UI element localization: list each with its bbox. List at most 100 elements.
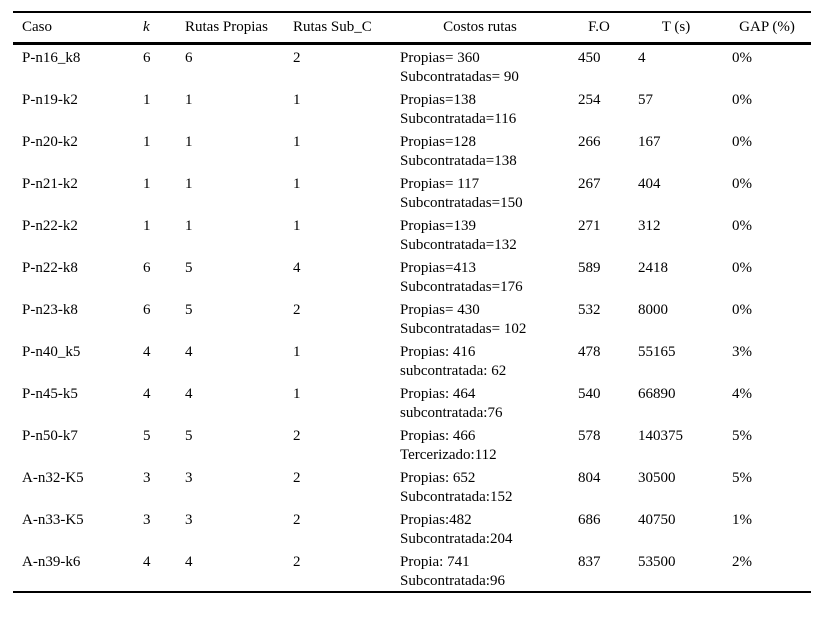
cell-rutas-sub-c: 2 (293, 302, 301, 318)
cell-rutas-propias: 6 (185, 50, 193, 66)
table-row: P-n19-k2 1 1 1 Propias=138 Subcontratada… (13, 87, 811, 129)
cell-gap: 0% (732, 260, 752, 276)
cell-costos-rutas: Propias: 652 Subcontratada:152 (391, 465, 569, 507)
cell-k: 3 (143, 470, 151, 486)
cell-k: 1 (143, 176, 151, 192)
cell-costos-rutas: Propias:482 Subcontratada:204 (391, 507, 569, 549)
costos-line-2: Subcontratadas= 90 (400, 69, 519, 85)
cell-costos-rutas: Propias=139 Subcontratada=132 (391, 213, 569, 255)
cell-gap: 4% (732, 386, 752, 402)
cell-rutas-sub-c: 1 (293, 218, 301, 234)
column-header-t-s: T (s) (629, 12, 723, 45)
cell-rutas-propias: 3 (185, 512, 193, 528)
cell-caso: P-n22-k8 (22, 260, 78, 276)
costos-line-1: Propias: 416 (400, 344, 476, 360)
table-header: Caso k Rutas Propias Rutas Sub_C Costos … (13, 12, 811, 45)
cell-rutas-sub-c: 4 (293, 260, 301, 276)
cell-fo: 578 (578, 428, 601, 444)
costos-line-1: Propias:482 (400, 512, 472, 528)
cell-costos-rutas: Propias: 466 Tercerizado:112 (391, 423, 569, 465)
cell-k: 4 (143, 386, 151, 402)
cell-fo: 271 (578, 218, 601, 234)
cell-rutas-propias: 1 (185, 134, 193, 150)
cell-gap: 0% (732, 50, 752, 66)
results-table: Caso k Rutas Propias Rutas Sub_C Costos … (13, 11, 811, 593)
costos-line-1: Propias= 117 (400, 176, 480, 192)
costos-line-1: Propias=138 (400, 92, 476, 108)
column-header-gap: GAP (%) (723, 12, 811, 45)
costos-line-1: Propias=128 (400, 134, 476, 150)
costos-line-1: Propias: 466 (400, 428, 476, 444)
cell-k: 1 (143, 134, 151, 150)
cell-costos-rutas: Propias=138 Subcontratada=116 (391, 87, 569, 129)
cell-t-s: 140375 (638, 428, 683, 444)
cell-t-s: 66890 (638, 386, 676, 402)
cell-t-s: 53500 (638, 554, 676, 570)
cell-t-s: 55165 (638, 344, 676, 360)
table-row: P-n20-k2 1 1 1 Propias=128 Subcontratada… (13, 129, 811, 171)
cell-gap: 1% (732, 512, 752, 528)
cell-k: 6 (143, 50, 151, 66)
costos-line-1: Propias=139 (400, 218, 476, 234)
cell-fo: 837 (578, 554, 601, 570)
costos-line-2: Subcontratada:152 (400, 489, 513, 505)
header-row: Caso k Rutas Propias Rutas Sub_C Costos … (13, 12, 811, 45)
cell-costos-rutas: Propias= 430 Subcontratadas= 102 (391, 297, 569, 339)
cell-fo: 450 (578, 50, 601, 66)
cell-rutas-sub-c: 2 (293, 554, 301, 570)
costos-line-1: Propias: 652 (400, 470, 476, 486)
cell-t-s: 167 (638, 134, 661, 150)
cell-t-s: 30500 (638, 470, 676, 486)
cell-rutas-sub-c: 1 (293, 176, 301, 192)
cell-caso: P-n21-k2 (22, 176, 78, 192)
cell-k: 1 (143, 92, 151, 108)
table-body: P-n16_k8 6 6 2 Propias= 360 Subcontratad… (13, 44, 811, 593)
cell-caso: P-n22-k2 (22, 218, 78, 234)
cell-rutas-propias: 5 (185, 260, 193, 276)
costos-line-2: Subcontratadas=176 (400, 279, 523, 295)
cell-costos-rutas: Propias= 360 Subcontratadas= 90 (391, 44, 569, 88)
cell-fo: 266 (578, 134, 601, 150)
cell-fo: 589 (578, 260, 601, 276)
costos-line-2: Subcontratada:204 (400, 531, 513, 547)
costos-line-1: Propias= 430 (400, 302, 480, 318)
cell-costos-rutas: Propias: 416 subcontratada: 62 (391, 339, 569, 381)
costos-line-2: Subcontratada=138 (400, 153, 517, 169)
cell-gap: 5% (732, 428, 752, 444)
table-row: P-n22-k8 6 5 4 Propias=413 Subcontratada… (13, 255, 811, 297)
costos-line-2: Subcontratadas=150 (400, 195, 523, 211)
cell-rutas-propias: 5 (185, 302, 193, 318)
cell-rutas-sub-c: 1 (293, 344, 301, 360)
cell-k: 6 (143, 302, 151, 318)
cell-fo: 267 (578, 176, 601, 192)
table-row: P-n23-k8 6 5 2 Propias= 430 Subcontratad… (13, 297, 811, 339)
cell-rutas-sub-c: 2 (293, 470, 301, 486)
cell-rutas-sub-c: 1 (293, 386, 301, 402)
cell-rutas-sub-c: 2 (293, 428, 301, 444)
costos-line-2: subcontratada: 62 (400, 363, 507, 379)
costos-line-1: Propias: 464 (400, 386, 476, 402)
cell-gap: 0% (732, 92, 752, 108)
column-header-caso: Caso (13, 12, 134, 45)
cell-caso: P-n50-k7 (22, 428, 78, 444)
cell-fo: 686 (578, 512, 601, 528)
cell-k: 6 (143, 260, 151, 276)
column-header-k: k (134, 12, 176, 45)
table-row: P-n21-k2 1 1 1 Propias= 117 Subcontratad… (13, 171, 811, 213)
cell-fo: 540 (578, 386, 601, 402)
cell-caso: A-n39-k6 (22, 554, 81, 570)
costos-line-1: Propias=413 (400, 260, 476, 276)
costos-line-2: Subcontratada=132 (400, 237, 517, 253)
cell-caso: P-n16_k8 (22, 50, 81, 66)
table-row: A-n39-k6 4 4 2 Propia: 741 Subcontratada… (13, 549, 811, 592)
cell-gap: 2% (732, 554, 752, 570)
costos-line-1: Propia: 741 (400, 554, 470, 570)
cell-rutas-propias: 4 (185, 344, 193, 360)
cell-costos-rutas: Propias: 464 subcontratada:76 (391, 381, 569, 423)
cell-caso: P-n19-k2 (22, 92, 78, 108)
cell-gap: 5% (732, 470, 752, 486)
cell-gap: 0% (732, 302, 752, 318)
column-header-costos-rutas: Costos rutas (391, 12, 569, 45)
cell-rutas-sub-c: 1 (293, 134, 301, 150)
k-label: k (143, 19, 150, 35)
